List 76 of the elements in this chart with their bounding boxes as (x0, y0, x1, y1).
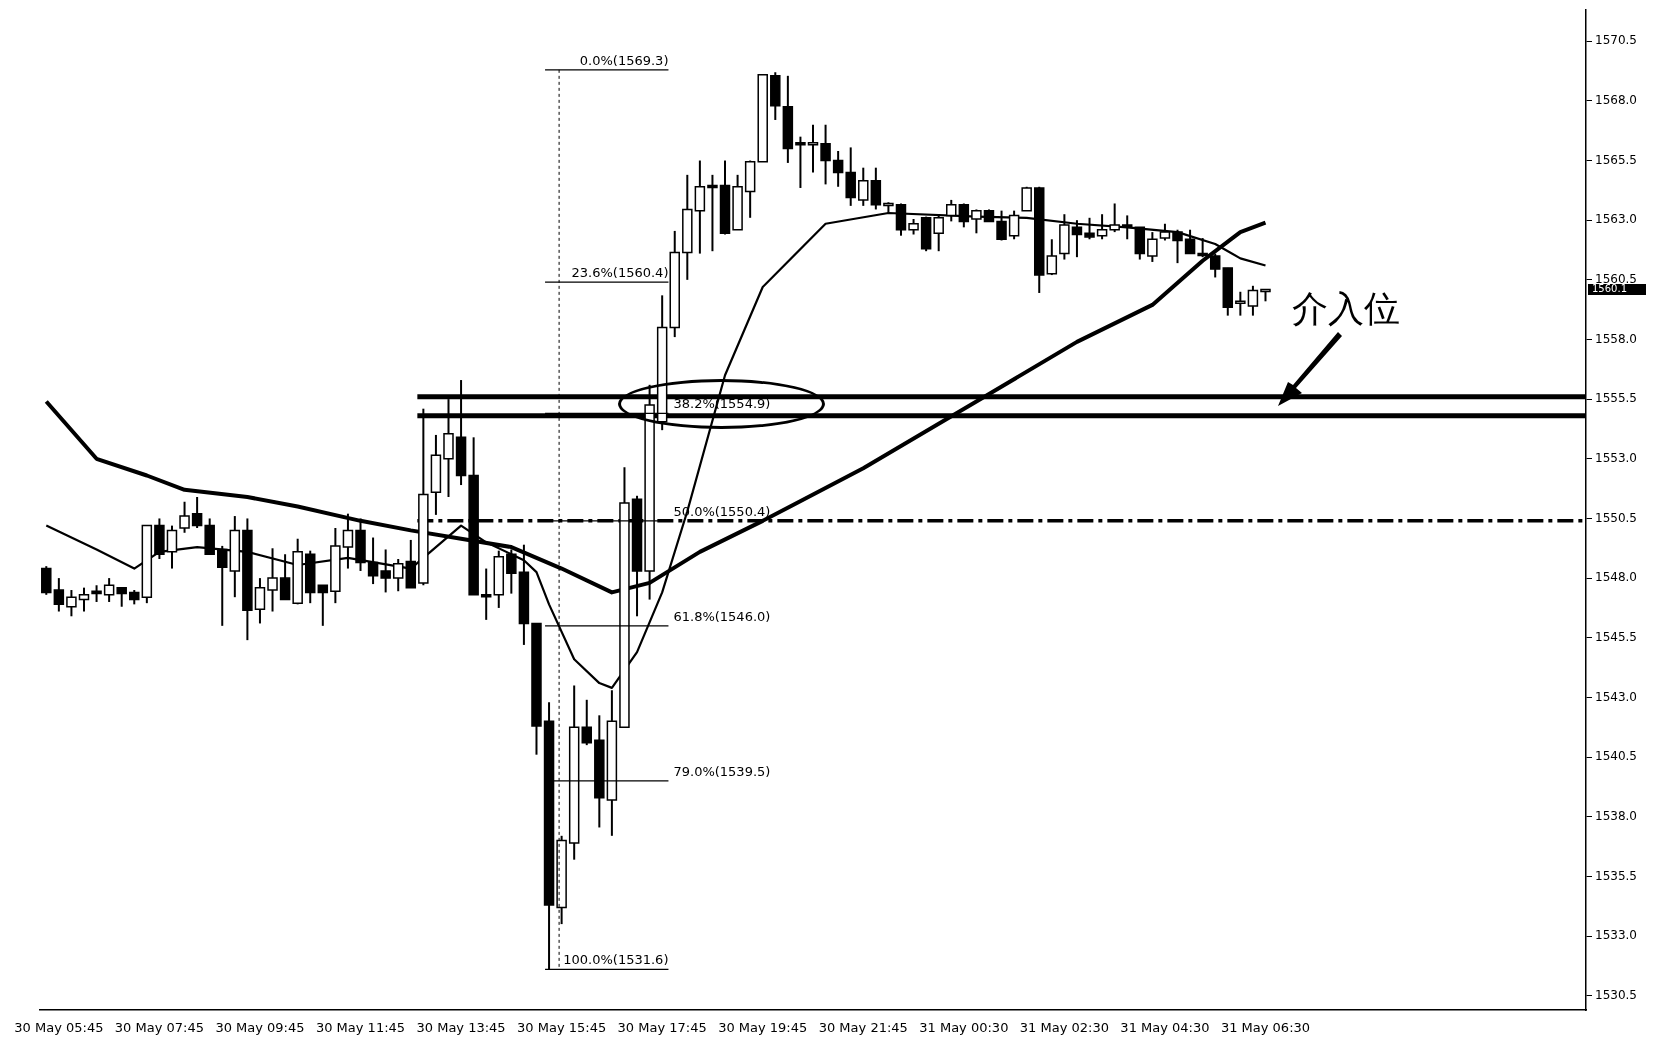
candlestick (1235, 290, 1246, 317)
candlestick (1172, 228, 1183, 265)
x-tick-label: 30 May 19:45 (718, 1020, 808, 1036)
y-tick-label: 1550.5 (1595, 510, 1637, 525)
candlestick (179, 500, 190, 534)
x-tick-label: 30 May 17:45 (617, 1020, 707, 1036)
y-tick-label: 1570.5 (1595, 33, 1637, 48)
x-tick-label: 30 May 15:45 (517, 1020, 607, 1036)
candlestick (820, 123, 831, 186)
ref-line-label: 100.0%(1531.6) (563, 952, 669, 968)
x-tick-label: 31 May 00:30 (919, 1020, 1009, 1036)
x-tick-label: 30 May 05:45 (14, 1020, 104, 1036)
candlestick (795, 135, 806, 189)
y-tick-label: 1565.5 (1595, 152, 1637, 167)
candlestick (1197, 237, 1208, 259)
candlestick (66, 589, 77, 618)
x-tick-label: 31 May 06:30 (1220, 1020, 1311, 1036)
x-tick-label: 30 May 13:45 (416, 1020, 506, 1036)
text: 1560.1 (1592, 283, 1627, 295)
ref-line-label: 79.0%(1539.5) (673, 763, 771, 779)
candlestick (191, 495, 203, 529)
candlestick (279, 553, 291, 601)
candlestick (1121, 214, 1133, 241)
candlestick (342, 512, 354, 570)
y-tick-label: 1533.0 (1595, 928, 1637, 943)
candlestick (217, 544, 228, 627)
candlestick (53, 577, 65, 613)
candlestick (267, 547, 278, 613)
ref-line-label: 0.0%(1569.3) (579, 52, 669, 68)
y-tick-label: 1540.5 (1595, 749, 1637, 764)
candlestick (254, 577, 266, 625)
candlestick (1209, 252, 1221, 279)
candlestick (1084, 216, 1095, 241)
candlestick (870, 166, 882, 211)
y-tick-label: 1530.5 (1595, 987, 1637, 1002)
x-tick-label: 30 May 11:45 (315, 1020, 406, 1036)
candlestick (78, 586, 90, 613)
y-tick-label: 1543.0 (1595, 689, 1637, 704)
annotation: 介入位 (1292, 288, 1400, 330)
x-tick-label: 30 May 21:45 (818, 1020, 908, 1036)
y-tick-label: 1555.5 (1595, 391, 1637, 406)
candlestick (694, 159, 706, 255)
candlestick (116, 586, 127, 608)
candlestick (707, 173, 718, 253)
y-tick-label: 1548.0 (1595, 570, 1637, 585)
y-tick-label: 1563.0 (1595, 212, 1637, 227)
y-tick-label: 1553.0 (1595, 450, 1637, 465)
ref-line-label: 23.6%(1560.4) (571, 265, 669, 281)
x-tick-label: 30 May 07:45 (114, 1020, 204, 1036)
candlestick (166, 524, 178, 570)
candlestick (1147, 231, 1158, 263)
y-tick-label: 1538.0 (1595, 808, 1637, 823)
candlestick (392, 558, 404, 593)
y-tick-label: 1568.0 (1595, 93, 1637, 107)
candlestick (1046, 238, 1058, 277)
y-tick-label: 1545.5 (1595, 629, 1637, 644)
x-tick-label: 31 May 04:30 (1120, 1020, 1210, 1036)
y-tick-label: 1535.5 (1595, 868, 1637, 883)
candlestick (1247, 284, 1259, 317)
candlestick (933, 214, 944, 253)
candlestick (1184, 228, 1196, 255)
ref-line-label: 61.8%(1546.0) (673, 608, 771, 624)
candlestick (103, 577, 115, 603)
candlestick (581, 698, 593, 747)
candlestick (480, 567, 492, 621)
candlestick (858, 166, 869, 207)
candlestick (367, 536, 379, 586)
candlestick (1071, 219, 1083, 259)
candlestick (380, 548, 391, 594)
x-tick-label: 30 May 09:45 (215, 1020, 305, 1036)
y-tick-label: 1558.0 (1595, 331, 1637, 346)
candlestick (41, 565, 52, 596)
y-tick-label: 1560.5 (1595, 271, 1637, 286)
candlestick (317, 584, 329, 627)
candlestick (832, 149, 844, 188)
x-tick-label: 31 May 02:30 (1019, 1020, 1109, 1036)
